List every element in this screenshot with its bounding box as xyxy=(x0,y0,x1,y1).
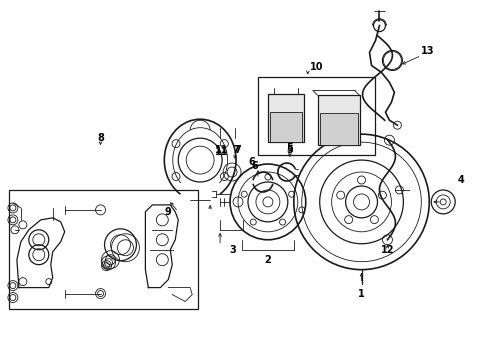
Text: 6: 6 xyxy=(248,157,255,167)
FancyBboxPatch shape xyxy=(267,94,303,142)
FancyBboxPatch shape xyxy=(319,113,357,145)
Text: 5: 5 xyxy=(286,145,293,155)
Text: 9: 9 xyxy=(164,207,171,217)
Text: 8: 8 xyxy=(97,133,104,143)
Text: 4: 4 xyxy=(457,175,464,185)
Text: 2: 2 xyxy=(264,255,271,265)
Text: 7: 7 xyxy=(234,145,241,155)
Text: 13: 13 xyxy=(420,45,433,55)
Text: 6: 6 xyxy=(251,161,258,171)
Text: 11: 11 xyxy=(215,145,228,155)
Bar xyxy=(258,77,375,155)
Bar xyxy=(9,190,198,310)
FancyBboxPatch shape xyxy=(317,95,359,145)
Text: 10: 10 xyxy=(309,62,323,72)
Text: 5: 5 xyxy=(286,143,293,153)
Text: 7: 7 xyxy=(232,145,239,155)
FancyBboxPatch shape xyxy=(269,112,301,142)
Text: 3: 3 xyxy=(229,245,236,255)
Text: 12: 12 xyxy=(380,245,393,255)
Text: 1: 1 xyxy=(357,289,364,298)
Text: 11: 11 xyxy=(215,147,228,157)
